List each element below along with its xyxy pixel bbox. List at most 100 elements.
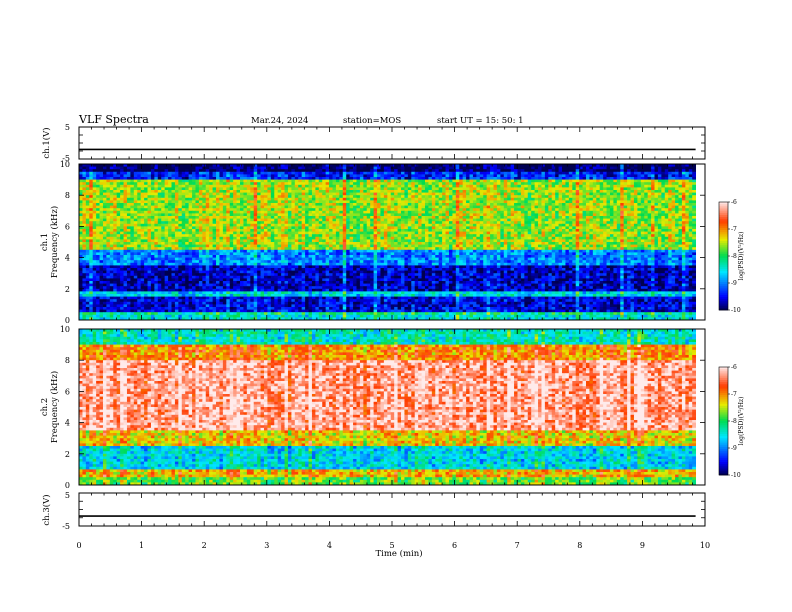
spectrogram-cell: [438, 229, 443, 232]
spectrogram-cell: [476, 166, 481, 170]
spectrogram-cell: [507, 223, 512, 227]
spectrogram-cell: [664, 218, 669, 222]
spectrogram-cell: [353, 179, 357, 183]
spectrogram-cell: [150, 218, 155, 222]
spectrogram-cell: [301, 179, 306, 183]
spectrogram-cell: [192, 208, 196, 212]
spectrogram-cell: [250, 184, 255, 188]
spectrogram-cell: [243, 182, 248, 186]
spectrogram-cell: [133, 187, 138, 191]
spectrogram-cell: [442, 210, 446, 214]
spectrogram-cell: [644, 205, 649, 209]
spectrogram-cell: [212, 182, 217, 186]
spectrogram-cell: [466, 231, 470, 235]
spectrogram-cell: [147, 203, 152, 206]
spectrogram-cell: [185, 187, 190, 191]
spectrogram-cell: [394, 205, 398, 209]
spectrogram-cell: [479, 226, 484, 230]
spectrogram-cell: [538, 197, 542, 201]
spectrogram-cell: [106, 229, 111, 232]
spectrogram-cell: [479, 197, 484, 201]
spectrogram-cell: [342, 229, 347, 232]
spectrogram-cell: [356, 208, 361, 212]
spectrogram-cell: [216, 164, 220, 167]
spectrogram-cell: [157, 164, 162, 167]
spectrogram-cell: [325, 226, 330, 230]
spectrogram-cell: [99, 187, 104, 191]
spectrogram-cell: [589, 177, 594, 180]
spectrogram-cell: [575, 213, 580, 217]
spectrogram-cell: [359, 187, 364, 191]
spectrogram-cell: [421, 226, 426, 230]
spectrogram-cell: [582, 208, 587, 212]
spectrogram-cell: [657, 166, 662, 170]
spectrogram-cell: [192, 205, 196, 209]
spectrogram-cell: [394, 192, 398, 196]
spectrogram-cell: [370, 171, 375, 175]
spectrogram-cell: [96, 182, 100, 186]
spectrogram-cell: [490, 197, 494, 201]
spectrogram-cell: [212, 210, 217, 214]
spectrogram-cell: [79, 179, 83, 183]
spectrogram-cell: [205, 231, 210, 235]
spectrogram-cell: [120, 195, 124, 199]
spectrogram-cell: [116, 182, 121, 186]
spectrogram-cell: [616, 223, 621, 227]
spectrogram-cell: [120, 166, 124, 170]
spectrogram-cell: [671, 213, 676, 217]
spectrogram-cell: [394, 210, 398, 214]
spectrogram-cell: [106, 218, 111, 222]
spectrogram-cell: [359, 231, 364, 235]
spectrogram-cell: [349, 187, 354, 191]
spectrogram-cell: [298, 190, 303, 193]
spectrogram-cell: [589, 182, 594, 186]
spectrogram-cell: [582, 184, 587, 188]
spectrogram-cell: [236, 190, 241, 193]
spectrogram-cell: [277, 231, 282, 235]
spectrogram-cell: [263, 216, 268, 219]
spectrogram-cell: [524, 164, 529, 167]
spectrogram-cell: [315, 184, 320, 188]
spectrogram-cell: [651, 208, 655, 212]
spectrogram-cell: [514, 223, 518, 227]
spectrogram-cell: [205, 174, 210, 178]
spectrogram-cell: [178, 221, 183, 225]
spectrogram-cell: [565, 229, 570, 232]
spectrogram-cell: [428, 192, 433, 196]
spectrogram-cell: [126, 231, 131, 235]
spectrogram-cell: [147, 166, 152, 170]
spectrogram-cell: [448, 208, 453, 212]
spectrogram-cell: [555, 195, 559, 199]
spectrogram-cell: [380, 177, 385, 180]
spectrogram-cell: [514, 182, 518, 186]
spectrogram-cell: [500, 195, 505, 199]
spectrogram-cell: [233, 184, 237, 188]
spectrogram-cell: [308, 179, 313, 183]
spectrogram-cell: [606, 229, 611, 232]
spectrogram-cell: [370, 223, 375, 227]
spectrogram-cell: [287, 218, 292, 222]
spectrogram-cell: [284, 174, 289, 178]
spectrogram-cell: [109, 226, 114, 230]
spectrogram-cell: [301, 182, 306, 186]
spectrogram-cell: [637, 226, 642, 230]
spectrogram-cell: [568, 231, 573, 235]
spectrogram-cell: [668, 221, 673, 225]
spectrogram-cell: [462, 200, 467, 204]
spectrogram-cell: [459, 218, 464, 222]
spectrogram-cell: [154, 231, 159, 235]
spectrogram-cell: [195, 182, 200, 186]
spectrogram-cell: [527, 229, 532, 232]
spectrogram-cell: [120, 187, 124, 191]
spectrogram-cell: [671, 169, 676, 173]
spectrogram-cell: [82, 234, 87, 238]
spectrogram-cell: [620, 197, 625, 201]
spectrogram-cell: [555, 184, 559, 188]
spectrogram-cell: [370, 213, 375, 217]
spectrogram-cell: [534, 231, 539, 235]
spectrogram-cell: [442, 174, 446, 178]
spectrogram-cell: [472, 179, 477, 183]
spectrogram-cell: [209, 179, 213, 183]
spectrogram-cell: [359, 174, 364, 178]
spectrogram-cell: [585, 192, 590, 196]
